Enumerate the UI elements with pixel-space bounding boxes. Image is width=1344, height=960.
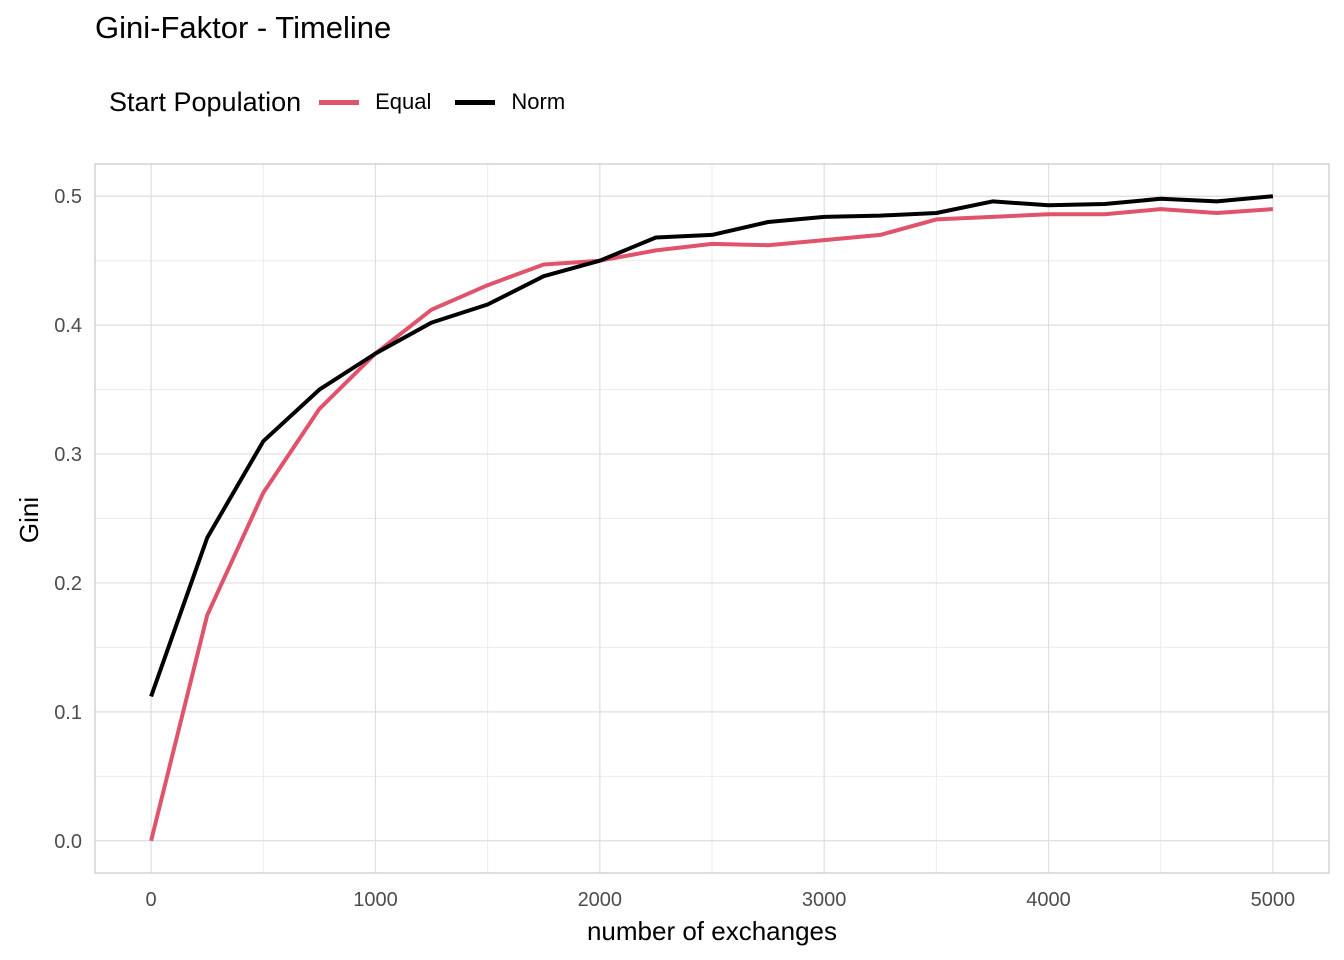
- legend-item-equal: Equal: [319, 89, 431, 115]
- y-tick-label: 0.2: [54, 573, 82, 595]
- series-line-norm: [149, 194, 1274, 698]
- legend-label-equal: Equal: [375, 89, 432, 114]
- legend: Start Population Equal Norm: [109, 84, 589, 120]
- y-axis-label: Gini: [14, 497, 44, 543]
- x-axis-ticks: 0 1000 2000 3000 4000 5000: [146, 889, 1296, 911]
- x-tick-label: 0: [146, 889, 157, 911]
- grid-minor: [95, 164, 1329, 873]
- legend-key-equal: [319, 99, 360, 105]
- series-line-equal: [149, 207, 1274, 842]
- y-tick-label: 0.4: [54, 315, 82, 337]
- chart-title: Gini-Faktor - Timeline: [95, 10, 392, 45]
- y-axis-ticks: 0.0 0.1 0.2 0.3 0.4 0.5: [54, 186, 82, 853]
- x-tick-label: 3000: [802, 889, 847, 911]
- y-tick-label: 0.1: [54, 702, 82, 724]
- legend-item-norm: Norm: [455, 89, 565, 115]
- x-tick-label: 5000: [1251, 889, 1296, 911]
- x-axis-label: number of exchanges: [587, 916, 837, 946]
- series-lines: [149, 194, 1274, 842]
- legend-label-norm: Norm: [511, 89, 566, 114]
- y-tick-label: 0.0: [54, 831, 82, 853]
- legend-key-norm: [455, 99, 496, 105]
- panel-border: [94, 163, 1330, 874]
- legend-title: Start Population: [109, 86, 302, 117]
- x-tick-label: 1000: [353, 889, 398, 911]
- x-tick-label: 4000: [1026, 889, 1071, 911]
- x-tick-label: 2000: [578, 889, 623, 911]
- y-tick-label: 0.3: [54, 444, 82, 466]
- y-tick-label: 0.5: [54, 186, 82, 208]
- grid-major: [95, 164, 1329, 873]
